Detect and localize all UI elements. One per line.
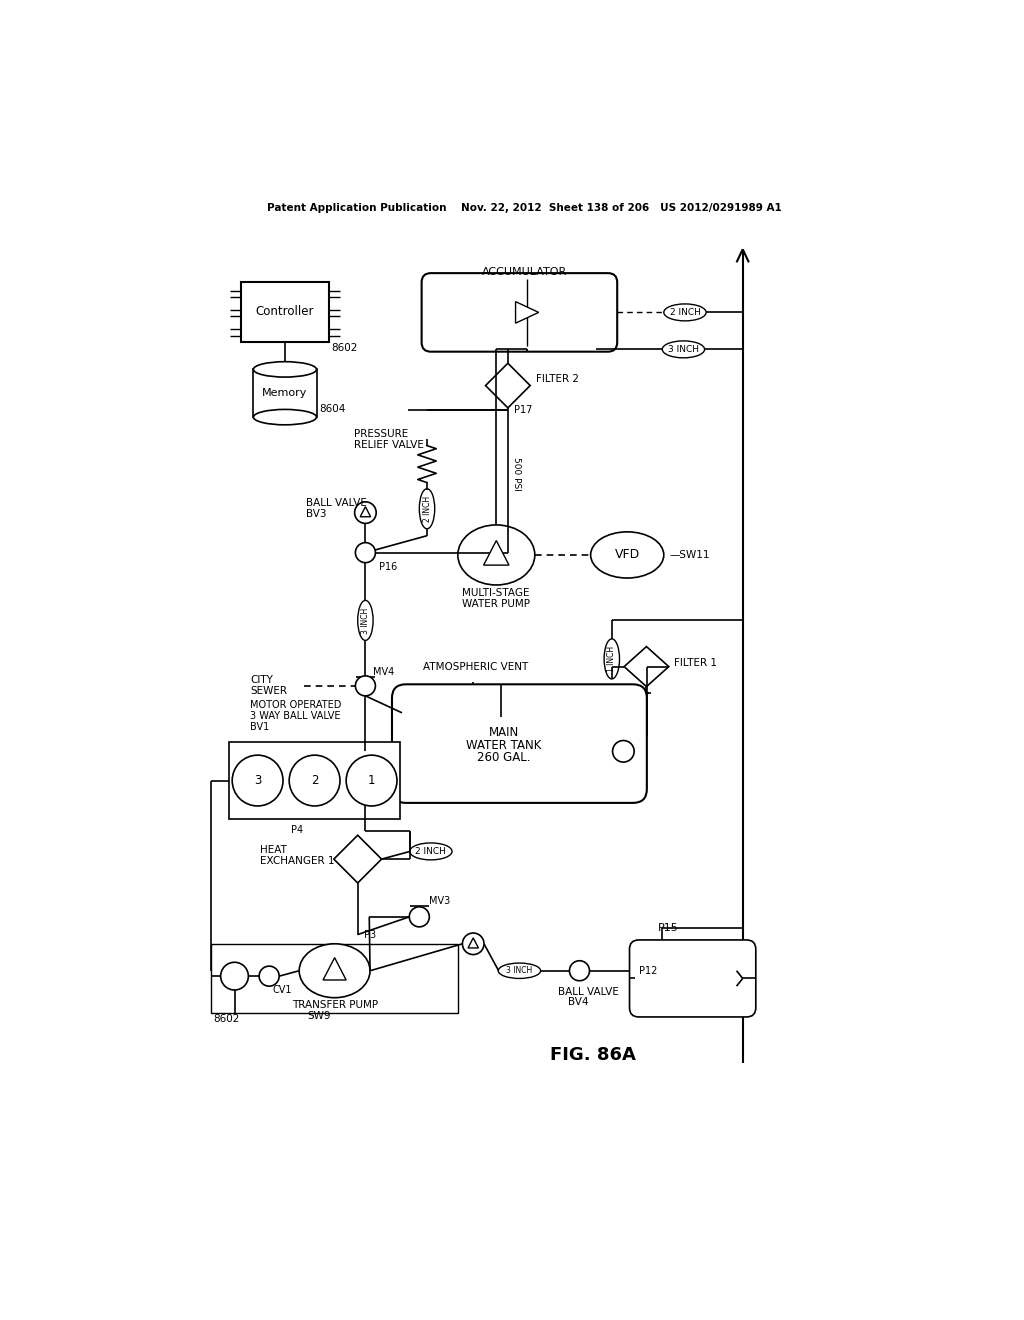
Text: ACCUMULATOR: ACCUMULATOR [482,268,567,277]
Text: ATMOSPHERIC VENT: ATMOSPHERIC VENT [423,661,528,672]
Ellipse shape [458,525,535,585]
Circle shape [354,502,376,523]
Ellipse shape [663,341,705,358]
Text: P17: P17 [514,405,532,416]
Polygon shape [625,647,669,686]
Ellipse shape [253,362,316,378]
Ellipse shape [499,964,541,978]
Text: 2 INCH: 2 INCH [416,847,446,855]
Circle shape [259,966,280,986]
Text: RELIEF VALVE: RELIEF VALVE [354,440,424,450]
Text: P4: P4 [292,825,303,834]
FancyBboxPatch shape [422,273,617,351]
Ellipse shape [419,488,435,529]
Circle shape [612,741,634,762]
Circle shape [355,676,376,696]
Text: 3 WAY BALL VALVE: 3 WAY BALL VALVE [250,711,340,721]
Text: MOTOR OPERATED: MOTOR OPERATED [250,700,341,710]
Text: BALL VALVE: BALL VALVE [558,986,618,997]
Text: Controller: Controller [256,305,314,318]
Text: PID: PID [227,972,242,981]
Text: P15: P15 [658,924,679,933]
Text: 2 INCH: 2 INCH [423,496,431,521]
Text: SEWER: SEWER [250,686,287,696]
Text: BV4: BV4 [568,998,589,1007]
Circle shape [355,543,376,562]
Text: FILTER 2: FILTER 2 [536,375,579,384]
Ellipse shape [357,601,373,640]
Text: 8602: 8602 [214,1014,240,1024]
Text: 3 INCH: 3 INCH [668,345,699,354]
Text: MAIN: MAIN [488,726,519,739]
Ellipse shape [591,532,664,578]
Text: BV3: BV3 [306,510,327,519]
Polygon shape [483,541,509,565]
Text: HEAT: HEAT [260,845,287,855]
Circle shape [289,755,340,807]
Bar [229,742,400,818]
Text: 1: 1 [368,774,376,787]
FancyBboxPatch shape [630,940,756,1016]
Circle shape [232,755,283,807]
Text: P3: P3 [364,929,376,940]
Circle shape [410,907,429,927]
FancyBboxPatch shape [392,684,647,803]
Text: CITY: CITY [250,676,272,685]
Text: EXCHANGER 1: EXCHANGER 1 [260,855,335,866]
Text: MV4: MV4 [373,667,394,677]
Text: 8602: 8602 [332,343,358,352]
Polygon shape [485,363,530,408]
Text: CV1: CV1 [272,985,292,995]
Text: MV3: MV3 [429,896,450,907]
Text: 8604: 8604 [318,404,345,413]
Text: 260 GAL.: 260 GAL. [477,751,530,764]
Ellipse shape [604,639,620,678]
Text: BALL VALVE: BALL VALVE [306,499,367,508]
Text: 3 INCH: 3 INCH [360,607,370,634]
Text: WATER PUMP: WATER PUMP [462,599,529,610]
Text: Memory: Memory [262,388,307,399]
Polygon shape [323,958,346,979]
Text: BV1: BV1 [250,722,269,731]
Ellipse shape [410,843,452,859]
Text: 2 INCH: 2 INCH [670,308,700,317]
Text: P12: P12 [639,966,657,975]
Text: 3 INCH: 3 INCH [506,966,532,975]
Circle shape [346,755,397,807]
Polygon shape [360,507,371,516]
Text: VFD: VFD [614,548,640,561]
Circle shape [220,962,249,990]
Ellipse shape [664,304,707,321]
Text: MULTI-STAGE: MULTI-STAGE [462,589,529,598]
Polygon shape [334,836,382,883]
Ellipse shape [299,944,370,998]
Text: WATER TANK: WATER TANK [466,739,542,751]
Text: —SW11: —SW11 [670,550,710,560]
Text: 3: 3 [254,774,261,787]
Text: P16: P16 [379,561,397,572]
Text: 500 PSI: 500 PSI [512,457,521,491]
Text: FILTER 1: FILTER 1 [674,657,717,668]
Bar [253,370,316,417]
Circle shape [463,933,484,954]
Text: 2: 2 [311,774,318,787]
Circle shape [569,961,590,981]
Text: 1 INCH: 1 INCH [607,645,616,672]
Text: TRANSFER PUMP: TRANSFER PUMP [292,1001,379,1010]
Text: PRESSURE: PRESSURE [354,429,409,440]
Text: SW9: SW9 [307,1011,331,1022]
Text: FIG. 86A: FIG. 86A [550,1047,636,1064]
Bar [211,944,458,1014]
Bar [241,281,330,342]
Text: Patent Application Publication    Nov. 22, 2012  Sheet 138 of 206   US 2012/0291: Patent Application Publication Nov. 22, … [267,203,782,214]
Polygon shape [515,302,539,323]
Polygon shape [468,939,478,948]
Ellipse shape [253,409,316,425]
